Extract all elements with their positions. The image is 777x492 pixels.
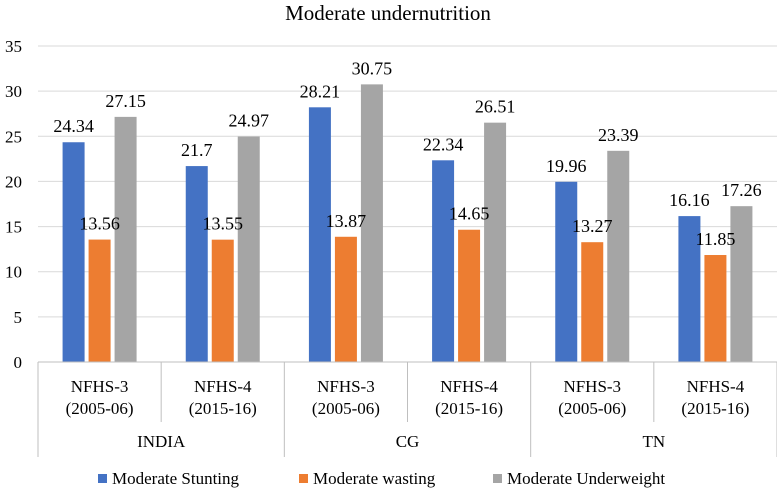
legend-swatch	[493, 474, 502, 483]
x-tick-label: (2005-06)	[66, 399, 134, 418]
bar	[185, 166, 208, 362]
y-axis-ticks: 0 5 10 15 20 25 30 35	[5, 37, 22, 372]
y-tick-label: 0	[14, 353, 23, 372]
data-label: 28.21	[300, 81, 341, 101]
bar	[211, 239, 234, 362]
bar	[334, 236, 357, 362]
legend-label: Moderate Stunting	[112, 469, 240, 488]
y-tick-label: 10	[5, 263, 22, 282]
y-tick-label: 30	[5, 82, 22, 101]
data-label: 14.65	[449, 204, 490, 224]
bar	[555, 181, 578, 362]
y-tick-label: 35	[5, 37, 22, 56]
group-label: INDIA	[137, 432, 186, 451]
bar	[62, 142, 85, 362]
y-tick-label: 25	[5, 127, 22, 146]
legend-swatch	[98, 474, 107, 483]
bar	[581, 242, 604, 362]
x-axis: NFHS-3 (2005-06) NFHS-4 (2015-16) NFHS-3 (200…	[37, 361, 777, 457]
data-label: 13.87	[326, 211, 367, 231]
bar	[704, 255, 727, 362]
x-tick-label: (2015-16)	[435, 399, 503, 418]
bar	[308, 107, 331, 362]
bar	[88, 239, 111, 362]
data-label: 24.34	[53, 116, 94, 136]
data-label: 13.27	[572, 216, 613, 236]
y-tick-label: 20	[5, 172, 22, 191]
group-label: TN	[642, 432, 665, 451]
bar	[678, 216, 701, 362]
data-label: 19.96	[546, 156, 587, 176]
bars	[62, 84, 753, 362]
bar	[114, 116, 137, 362]
x-tick-label: NFHS-4	[687, 377, 745, 396]
data-label: 22.34	[423, 134, 464, 154]
y-tick-label: 15	[5, 218, 22, 237]
data-label: 17.26	[721, 180, 762, 200]
bar	[458, 229, 481, 362]
bar	[432, 160, 455, 362]
data-label: 11.85	[695, 229, 735, 249]
legend-swatch	[299, 474, 308, 483]
data-label: 27.15	[105, 91, 146, 111]
legend-label: Moderate wasting	[313, 469, 436, 488]
x-tick-label: (2015-16)	[681, 399, 749, 418]
x-tick-label: (2005-06)	[558, 399, 626, 418]
data-label: 16.16	[669, 190, 710, 210]
x-tick-label: NFHS-3	[563, 377, 621, 396]
legend-label: Moderate Underweight	[507, 469, 665, 488]
data-label: 13.56	[79, 214, 120, 234]
data-label: 21.7	[181, 140, 213, 160]
legend: Moderate Stunting Moderate wasting Moderat…	[98, 469, 665, 488]
bar	[360, 84, 383, 362]
bar	[484, 122, 507, 362]
data-label: 23.39	[598, 125, 639, 145]
data-label: 30.75	[352, 58, 393, 78]
gridlines	[38, 45, 777, 363]
x-tick-label: (2005-06)	[312, 399, 380, 418]
chart-title: Moderate undernutrition	[285, 1, 491, 25]
x-tick-label: (2015-16)	[189, 399, 257, 418]
data-label: 24.97	[229, 111, 270, 131]
group-label: CG	[396, 432, 420, 451]
bar	[730, 206, 753, 362]
x-tick-label: NFHS-4	[440, 377, 498, 396]
data-label: 13.55	[203, 214, 244, 234]
bar	[607, 150, 630, 362]
y-tick-label: 5	[14, 308, 23, 327]
bar	[237, 136, 260, 362]
x-tick-label: NFHS-4	[194, 377, 252, 396]
x-tick-label: NFHS-3	[317, 377, 375, 396]
x-tick-label: NFHS-3	[71, 377, 129, 396]
data-label: 26.51	[475, 97, 516, 117]
data-labels: 24.34 13.56 27.15 21.7 13.55 24.97 28.21 13.87 3…	[53, 58, 761, 249]
